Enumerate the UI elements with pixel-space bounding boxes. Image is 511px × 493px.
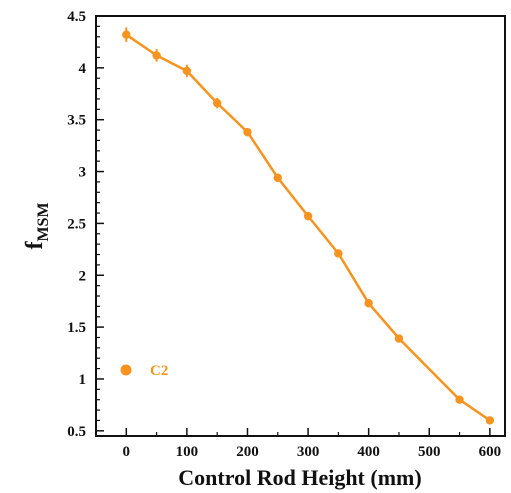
data-point	[394, 334, 404, 343]
x-tick-label: 100	[176, 444, 199, 460]
y-tick-label: 1	[79, 372, 87, 388]
data-point	[152, 51, 161, 60]
data-point	[334, 249, 343, 258]
y-tick-label: 4.5	[67, 9, 86, 25]
series-layer	[122, 27, 495, 425]
y-tick-label: 3.5	[67, 113, 86, 129]
y-axis-title-main: f	[22, 241, 48, 250]
plot-frame	[95, 15, 506, 437]
y-tick-label: 3	[79, 165, 87, 181]
legend-marker	[120, 364, 132, 376]
x-axis-title: Control Rod Height (mm)	[178, 465, 421, 490]
y-axis-title: fMSM	[22, 202, 52, 249]
data-point	[455, 395, 464, 404]
y-tick-label: 2.5	[67, 216, 86, 232]
data-point	[243, 127, 252, 137]
data-point	[182, 66, 192, 76]
ticks: 0 100 200 300 400 500 600 0.5 1 1.5 2 2.5 3 3.5 4 4.5	[67, 9, 501, 460]
data-point	[364, 299, 373, 308]
legend: C2	[120, 363, 168, 379]
y-axis-title-sub: MSM	[35, 202, 52, 241]
y-tick-label: 4	[79, 61, 87, 77]
y-tick-label: 1.5	[67, 320, 86, 336]
x-tick-label: 300	[297, 444, 320, 460]
data-point	[122, 30, 131, 39]
data-point	[485, 416, 495, 425]
x-tick-label: 200	[236, 444, 259, 460]
x-tick-label: 0	[123, 444, 131, 460]
legend-label: C2	[150, 363, 168, 379]
x-tick-label: 600	[479, 444, 502, 460]
data-point	[273, 173, 282, 182]
data-point	[303, 211, 313, 221]
x-tick-label: 500	[418, 444, 441, 460]
x-tick-label: 400	[357, 444, 380, 460]
data-point	[212, 98, 222, 108]
y-tick-label: 0.5	[67, 424, 86, 440]
series-line	[125, 33, 491, 422]
y-tick-label: 2	[79, 268, 87, 284]
